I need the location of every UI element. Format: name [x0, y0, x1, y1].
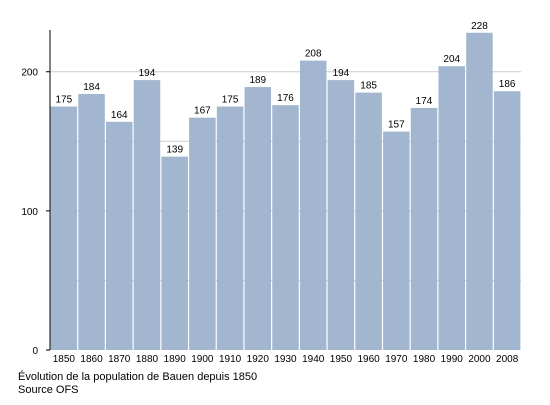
value-label-1910: 175 [222, 95, 239, 106]
value-label-1870: 164 [111, 110, 128, 121]
value-label-1980: 174 [416, 96, 433, 107]
x-tick-label-1990: 1990 [441, 354, 464, 365]
bar-1860 [78, 94, 105, 350]
x-tick-label-1890: 1890 [164, 354, 187, 365]
value-label-1920: 189 [249, 75, 266, 86]
y-tick-label-100: 100 [21, 207, 38, 218]
x-tick-label-1860: 1860 [80, 354, 103, 365]
value-label-1990: 204 [443, 54, 460, 65]
x-tick-label-1980: 1980 [413, 354, 436, 365]
bar-1920 [244, 87, 272, 350]
bar-1980 [410, 107, 438, 350]
value-label-1900: 167 [194, 106, 211, 117]
bar-1950 [327, 80, 355, 350]
x-tick-label-1940: 1940 [302, 354, 325, 365]
x-tick-label-1920: 1920 [247, 354, 270, 365]
x-tick-label-1960: 1960 [357, 354, 380, 365]
value-label-2000: 228 [471, 21, 488, 32]
value-label-1860: 184 [83, 82, 100, 93]
bar-2008 [493, 91, 521, 350]
bar-1970 [383, 131, 410, 350]
value-label-1940: 208 [305, 49, 322, 60]
y-tick-label-200: 200 [21, 68, 38, 79]
x-tick-label-1930: 1930 [274, 354, 297, 365]
x-tick-label-2008: 2008 [496, 354, 519, 365]
bar-1870 [106, 121, 133, 351]
x-tick-label-1880: 1880 [136, 354, 159, 365]
bar-2000 [466, 32, 493, 351]
value-label-1880: 194 [139, 68, 156, 79]
value-label-1950: 194 [333, 68, 350, 79]
x-tick-label-1900: 1900 [191, 354, 214, 365]
bar-1880 [133, 80, 161, 350]
labels: 1751850184186016418701941880139189016719… [21, 21, 518, 365]
bar-1900 [189, 117, 216, 350]
x-tick-label-1910: 1910 [219, 354, 242, 365]
bar-1940 [299, 60, 327, 350]
bar-1960 [355, 92, 382, 350]
x-tick-label-1950: 1950 [330, 354, 353, 365]
x-tick-label-2000: 2000 [468, 354, 491, 365]
value-label-1960: 185 [360, 81, 377, 92]
value-label-1850: 175 [56, 95, 73, 106]
value-label-2008: 186 [499, 79, 516, 90]
value-label-1890: 139 [166, 145, 183, 156]
value-label-1930: 176 [277, 93, 294, 104]
x-tick-label-1970: 1970 [385, 354, 408, 365]
bar-1850 [50, 106, 78, 351]
bar-1990 [438, 66, 465, 350]
axes [46, 30, 51, 351]
y-tick-label-0: 0 [32, 346, 38, 357]
bar-1930 [272, 105, 299, 350]
x-tick-label-1850: 1850 [53, 354, 76, 365]
bar-1890 [161, 156, 188, 350]
value-label-1970: 157 [388, 120, 405, 131]
bars [50, 32, 521, 351]
chart-caption-source: Source OFS [18, 384, 79, 396]
chart-caption-title: Évolution de la population de Bauen depu… [18, 371, 258, 383]
x-tick-label-1870: 1870 [108, 354, 131, 365]
bar-1910 [216, 106, 244, 351]
